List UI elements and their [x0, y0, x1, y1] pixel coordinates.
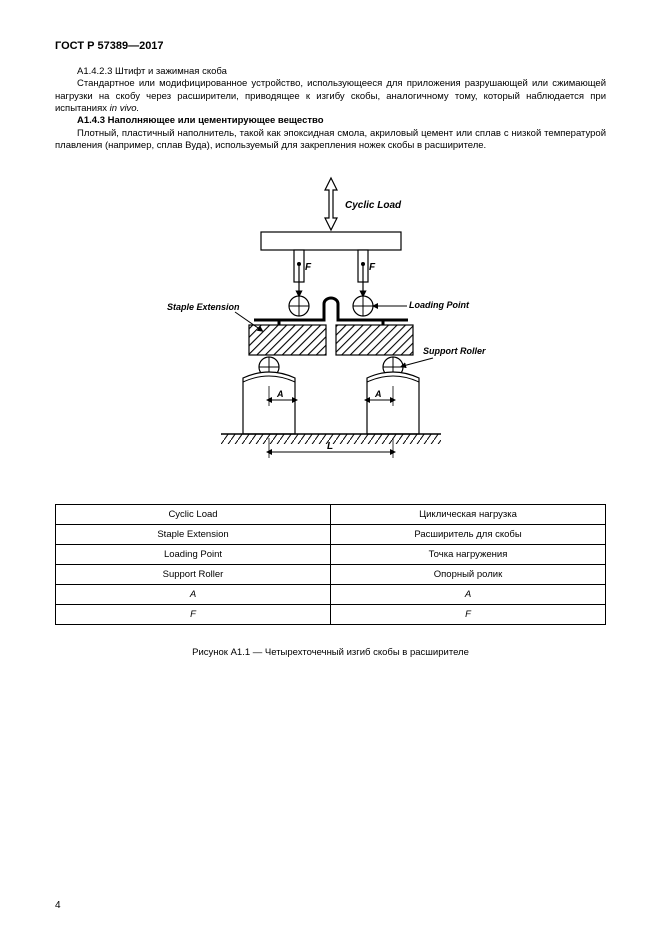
table-row: Staple ExtensionРасширитель для скобы — [56, 525, 606, 545]
svg-text:L: L — [327, 441, 333, 452]
table-cell: Loading Point — [56, 545, 331, 565]
svg-text:Loading Point: Loading Point — [409, 300, 470, 310]
force-label-right: F — [369, 262, 376, 273]
table-row: Cyclic LoadЦиклическая нагрузка — [56, 505, 606, 525]
force-label-left: F — [305, 262, 312, 273]
para-2-body: Плотный, пластичный наполнитель, такой к… — [55, 128, 606, 153]
page-number: 4 — [55, 900, 61, 911]
support-roller-label: Support Roller — [403, 346, 486, 366]
table-cell: Cyclic Load — [56, 505, 331, 525]
table-cell: A — [56, 585, 331, 605]
table-cell: Support Roller — [56, 565, 331, 585]
table-cell: Циклическая нагрузка — [331, 505, 606, 525]
svg-text:Staple Extension: Staple Extension — [167, 302, 240, 312]
legend-table: Cyclic LoadЦиклическая нагрузкаStaple Ex… — [55, 504, 606, 625]
top-platen — [261, 232, 401, 250]
svg-text:A: A — [276, 389, 284, 399]
loading-point-label: Loading Point — [375, 300, 470, 310]
table-row: FF — [56, 605, 606, 625]
cyclic-load-arrow: Cyclic Load — [325, 178, 402, 230]
page: ГОСТ Р 57389—2017 А1.4.2.3 Штифт и зажим… — [0, 0, 661, 935]
standard-header: ГОСТ Р 57389—2017 — [55, 40, 606, 52]
table-row: Loading PointТочка нагружения — [56, 545, 606, 565]
svg-text:Support Roller: Support Roller — [423, 346, 486, 356]
staple-extension-label: Staple Extension — [167, 302, 261, 330]
staple — [254, 298, 408, 320]
table-row: AA — [56, 585, 606, 605]
svg-text:A: A — [374, 389, 382, 399]
diagram-container: Cyclic Load F F — [55, 170, 606, 490]
extension-block-right — [336, 325, 413, 355]
table-cell: Точка нагружения — [331, 545, 606, 565]
para-1-title: А1.4.2.3 Штифт и зажимная скоба — [55, 66, 606, 78]
para-2-title: А1.4.3 Наполняющее или цементирующее вещ… — [55, 115, 606, 127]
table-cell: Расширитель для скобы — [331, 525, 606, 545]
table-cell: F — [331, 605, 606, 625]
table-cell: F — [56, 605, 331, 625]
cyclic-load-label: Cyclic Load — [345, 200, 402, 211]
four-point-bend-diagram: Cyclic Load F F — [161, 170, 501, 490]
table-cell: A — [331, 585, 606, 605]
table-cell: Опорный ролик — [331, 565, 606, 585]
figure-caption: Рисунок А1.1 — Четырехточечный изгиб ско… — [55, 647, 606, 658]
para-1-ital: in vivo. — [110, 103, 140, 114]
table-cell: Staple Extension — [56, 525, 331, 545]
table-row: Support RollerОпорный ролик — [56, 565, 606, 585]
para-1-body: Стандартное или модифицированное устройс… — [55, 78, 606, 115]
